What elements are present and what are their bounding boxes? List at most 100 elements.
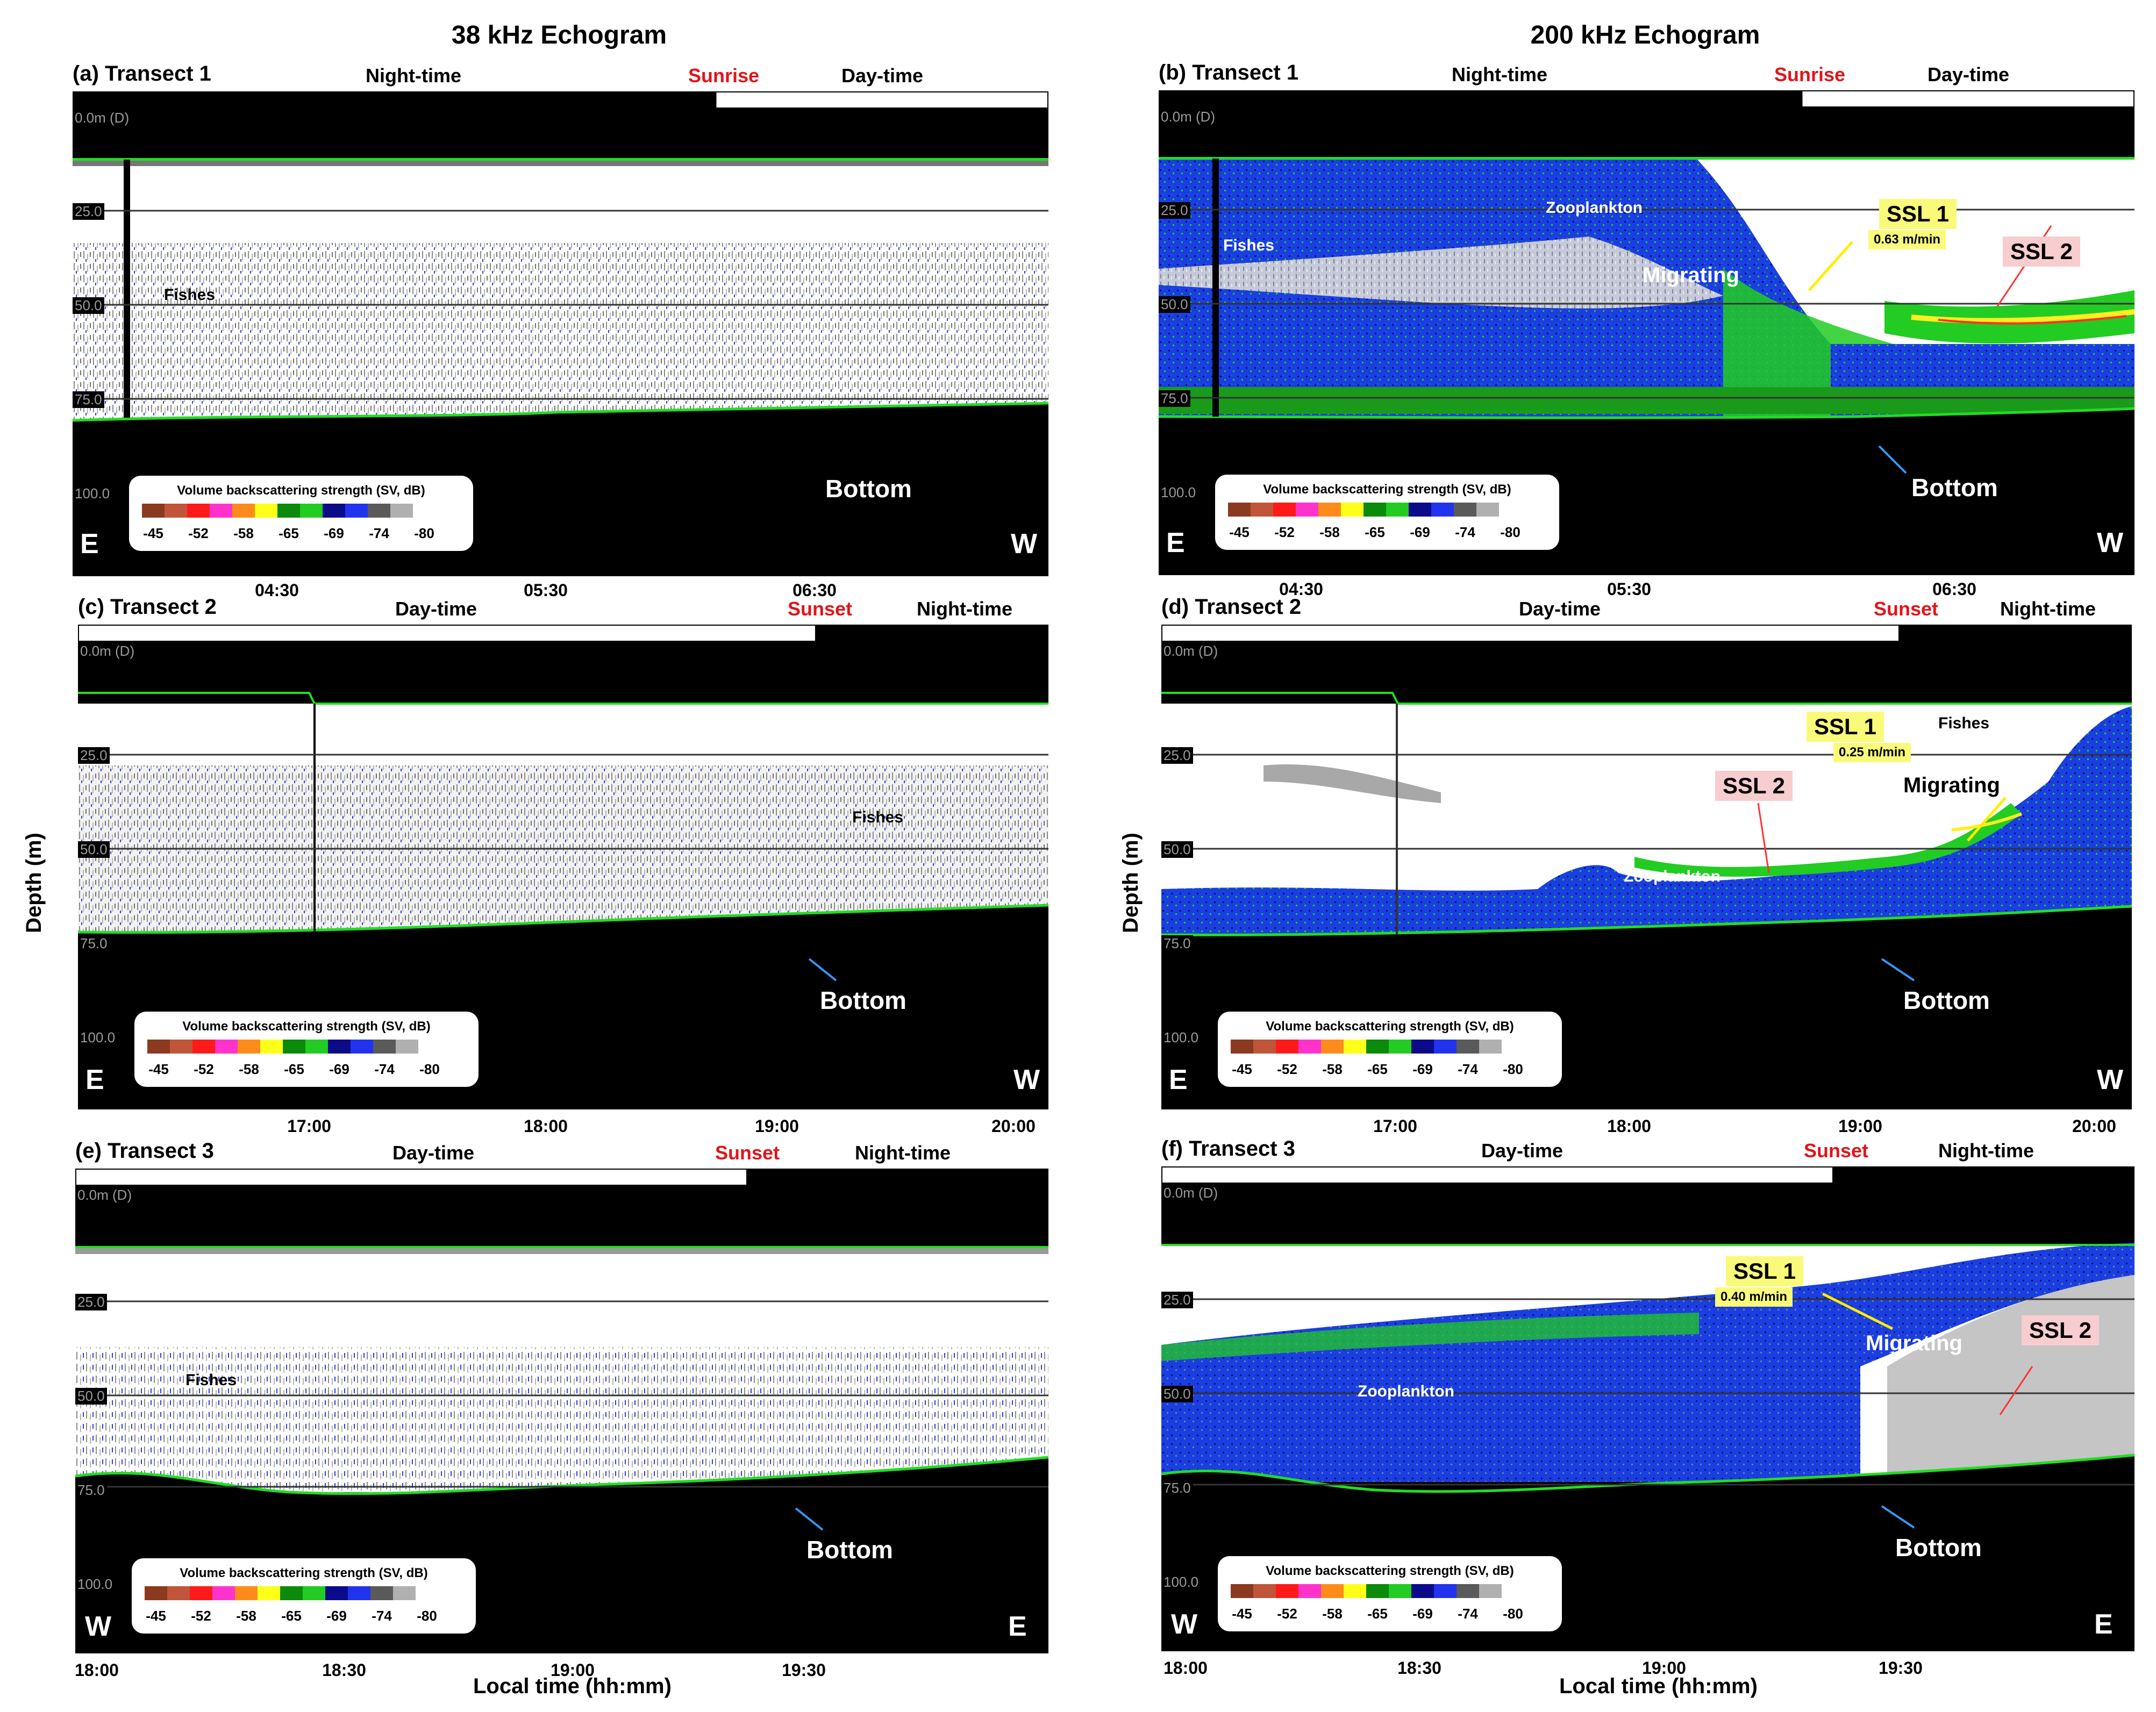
legend-tick: -80 (1503, 1606, 1523, 1622)
legend-tick: -52 (1274, 524, 1295, 540)
day-night-bar (1159, 90, 2134, 108)
annotation-migrating: Migrating (1866, 1331, 1962, 1355)
column-title-38khz: 38 kHz Echogram (451, 21, 667, 49)
legend-tick: -58 (239, 1061, 259, 1077)
legend-tick: -80 (414, 525, 434, 541)
ssl-1-label: SSL 1 (1879, 199, 1957, 229)
color-legend: Volume backscattering strength (SV, dB) … (1218, 1012, 1562, 1087)
phase-label-2: Night-time (855, 1142, 951, 1164)
phase-label-2: Night-time (917, 598, 1012, 620)
direction-right: W (2097, 527, 2124, 558)
depth-tick-0: 0.0m (D) (1161, 1185, 1220, 1201)
phase-label-sun: Sunset (1874, 598, 1939, 620)
depth-tick-75: 75.0 (1161, 1480, 1193, 1496)
panel-d: (d) Transect 2 Day-time Sunset Night-tim… (1161, 595, 2137, 1136)
x-tick: 18:00 (524, 1116, 568, 1136)
depth-tick-25: 25.0 (1161, 1292, 1193, 1308)
legend-title: Volume backscattering strength (SV, dB) (1266, 1019, 1514, 1034)
x-tick: 06:30 (793, 581, 837, 600)
direction-right: W (1013, 1064, 1040, 1095)
direction-left: E (85, 1064, 104, 1095)
direction-left: W (1171, 1609, 1198, 1640)
depth-tick-25: 25.0 (1159, 202, 1190, 219)
legend-title: Volume backscattering strength (SV, dB) (180, 1566, 428, 1580)
depth-tick-75: 75.0 (78, 935, 110, 952)
annotation-migrating: Migrating (1903, 773, 2000, 797)
panel-a: (a) Transect 1 Night-time Sunrise Day-ti… (73, 62, 1048, 602)
annotation-bottom: Bottom (1903, 986, 1990, 1014)
legend-tick: -74 (1458, 1606, 1478, 1622)
depth-tick-100: 100.0 (73, 485, 112, 502)
x-tick: 19:30 (1879, 1658, 1923, 1678)
phase-label-sun: Sunrise (1774, 63, 1846, 85)
x-tick: 17:00 (1373, 1116, 1417, 1136)
legend-tick: -65 (1367, 1606, 1388, 1622)
color-legend: Volume backscattering strength (SV, dB) … (134, 1012, 479, 1087)
legend-tick: -45 (146, 1608, 166, 1624)
phase-label-2: Night-time (2000, 598, 2096, 620)
depth-tick-100: 100.0 (1161, 1574, 1201, 1591)
depth-tick-75: 75.0 (73, 391, 104, 408)
legend-tick: -52 (188, 525, 209, 541)
legend-tick: -69 (326, 1608, 347, 1624)
color-legend: Volume backscattering strength (SV, dB) … (1218, 1556, 1562, 1631)
annotation-fishes: Fishes (852, 808, 904, 826)
direction-right: E (2094, 1609, 2113, 1640)
column-title-200khz: 200 kHz Echogram (1530, 21, 1760, 49)
legend-title: Volume backscattering strength (SV, dB) (1263, 482, 1511, 497)
depth-tick-50: 50.0 (1159, 296, 1190, 313)
panel-f: (f) Transect 3 Day-time Sunset Night-tim… (1161, 1137, 2137, 1678)
panel-title: (e) Transect 3 (75, 1139, 214, 1163)
annotation-bottom: Bottom (806, 1536, 893, 1564)
legend-tick: -65 (284, 1061, 304, 1077)
x-tick: 20:00 (991, 1116, 1036, 1136)
legend-tick: -69 (1410, 524, 1430, 540)
phase-label-1: Night-time (366, 65, 461, 87)
ssl-2-label: SSL 2 (2022, 1315, 2099, 1345)
day-night-bar (1161, 1166, 2134, 1184)
phase-label-1: Day-time (392, 1142, 475, 1164)
legend-tick: -45 (1232, 1606, 1252, 1622)
legend-tick: -74 (372, 1608, 392, 1624)
x-tick: 06:30 (1932, 579, 1976, 599)
depth-tick-75: 75.0 (1159, 390, 1190, 407)
depth-tick-75: 75.0 (75, 1482, 107, 1499)
x-tick: 19:00 (1642, 1658, 1686, 1678)
direction-right: W (1011, 528, 1038, 560)
phase-label-2: Day-time (841, 65, 924, 87)
legend-title: Volume backscattering strength (SV, dB) (1266, 1564, 1514, 1578)
depth-tick-75: 75.0 (1161, 935, 1193, 952)
annotation-fishes: Fishes (164, 286, 216, 304)
panel-c: (c) Transect 2 Day-time Sunset Night-tim… (78, 595, 1054, 1136)
panel-title: (f) Transect 3 (1161, 1137, 1295, 1161)
legend-tick: -74 (374, 1061, 395, 1077)
direction-left: E (80, 528, 99, 560)
legend-tick: -65 (279, 525, 299, 541)
ssl-1-label: SSL 1 (1726, 1256, 1803, 1286)
legend-tick: -80 (1500, 524, 1520, 540)
direction-right: W (2097, 1064, 2124, 1095)
phase-label-1: Night-time (1452, 63, 1547, 85)
x-tick: 05:30 (1607, 579, 1651, 599)
x-tick: 17:00 (287, 1116, 331, 1136)
legend-tick: -52 (1277, 1061, 1297, 1077)
legend-tick: -80 (1503, 1061, 1523, 1077)
x-tick: 05:30 (524, 581, 568, 600)
annotation-zooplankton: Zooplankton (1624, 868, 1720, 885)
x-tick: 19:30 (782, 1660, 826, 1680)
day-night-bar (73, 91, 1048, 109)
depth-tick-0: 0.0m (D) (75, 1187, 134, 1204)
phase-label-2: Day-time (1927, 63, 2010, 85)
legend-swatches (142, 504, 413, 518)
depth-tick-50: 50.0 (75, 1388, 107, 1405)
x-tick: 18:30 (322, 1660, 366, 1680)
x-axis-label-left: Local time (hh:mm) (473, 1674, 672, 1698)
legend-tick: -52 (191, 1608, 211, 1624)
legend-tick: -58 (1322, 1061, 1343, 1077)
annotation-bottom: Bottom (825, 475, 912, 503)
legend-swatches (147, 1040, 418, 1054)
day-night-bar (1161, 625, 2132, 642)
ssl-2-label: SSL 2 (2003, 237, 2080, 267)
depth-tick-50: 50.0 (73, 297, 104, 314)
legend-title: Volume backscattering strength (SV, dB) (182, 1019, 431, 1034)
